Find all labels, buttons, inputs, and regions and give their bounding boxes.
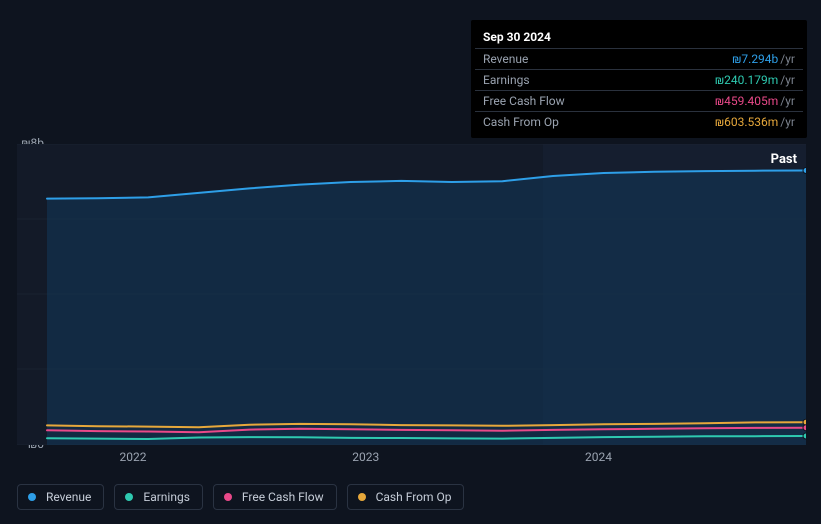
tooltip-label: Revenue: [483, 52, 528, 66]
tooltip-value: ₪240.179m/yr: [715, 73, 795, 87]
tooltip-label: Free Cash Flow: [483, 94, 565, 108]
legend-label: Free Cash Flow: [242, 490, 324, 504]
tooltip-row-revenue: Revenue ₪7.294b/yr: [475, 48, 803, 69]
legend-item-cfo[interactable]: Cash From Op: [347, 484, 465, 510]
chart-plot-area: [17, 144, 806, 445]
legend-swatch-icon: [224, 493, 232, 501]
legend-label: Revenue: [46, 490, 91, 504]
x-axis-label: 2022: [120, 450, 147, 464]
legend-swatch-icon: [125, 493, 133, 501]
x-axis-label: 2023: [352, 450, 379, 464]
legend-label: Cash From Op: [376, 490, 452, 504]
legend-item-earnings[interactable]: Earnings: [114, 484, 203, 510]
data-tooltip: Sep 30 2024 Revenue ₪7.294b/yr Earnings …: [471, 20, 807, 138]
past-label: Past: [771, 152, 797, 167]
legend-item-revenue[interactable]: Revenue: [17, 484, 104, 510]
tooltip-row-fcf: Free Cash Flow ₪459.405m/yr: [475, 90, 803, 111]
x-axis: 2022 2023 2024: [17, 450, 806, 466]
tooltip-value: ₪7.294b/yr: [732, 52, 795, 66]
legend-label: Earnings: [143, 490, 190, 504]
tooltip-label: Cash From Op: [483, 115, 559, 129]
tooltip-value: ₪459.405m/yr: [715, 94, 795, 108]
legend-swatch-icon: [28, 493, 36, 501]
legend: Revenue Earnings Free Cash Flow Cash Fro…: [17, 484, 464, 510]
tooltip-row-cfo: Cash From Op ₪603.536m/yr: [475, 111, 803, 132]
tooltip-value: ₪603.536m/yr: [715, 115, 795, 129]
legend-item-fcf[interactable]: Free Cash Flow: [213, 484, 337, 510]
tooltip-date: Sep 30 2024: [475, 26, 803, 48]
legend-swatch-icon: [358, 493, 366, 501]
tooltip-label: Earnings: [483, 73, 530, 87]
x-axis-label: 2024: [585, 450, 612, 464]
tooltip-row-earnings: Earnings ₪240.179m/yr: [475, 69, 803, 90]
